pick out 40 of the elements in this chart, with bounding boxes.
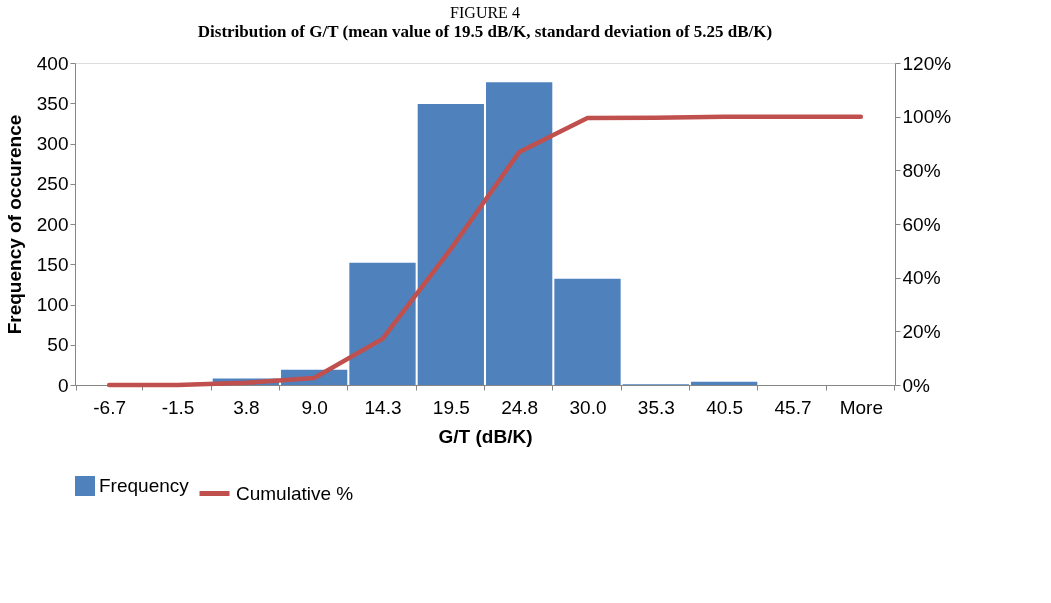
x-axis-title: G/T (dB/K) [438,425,533,447]
y-tick-label: 400 [36,52,69,74]
y2-tick-label: 80% [902,159,941,181]
y2-tick-label: 60% [902,213,941,235]
x-tick-label: 3.8 [233,396,260,418]
y2-tick-label: 100% [902,106,952,128]
y2-tick-label: 20% [902,320,941,342]
line-series [106,114,864,388]
x-tick-label: 40.5 [706,396,744,418]
y-axis-title: Frequency of occurence [3,114,25,335]
bar [554,278,621,385]
y-tick-label: 150 [36,253,69,275]
y-tick-label: 100 [36,294,69,315]
x-tick-label: 35.3 [637,396,675,418]
x-tick-label: 45.7 [774,396,812,418]
y2-tick-label: 40% [902,267,941,289]
legend-label: Cumulative % [236,482,354,504]
x-tick-label: 9.0 [301,396,328,418]
bar [486,82,553,385]
x-tick-label: 24.8 [501,396,539,418]
x-tick-label: -1.5 [161,396,195,418]
y-tick-label: 0 [57,374,69,396]
y2-tick-label: 0% [902,374,931,396]
x-tick-label: More [839,396,883,418]
y-tick-label: 200 [36,213,69,235]
legend-label: Frequency [99,475,190,496]
y-tick-label: 250 [36,173,69,195]
y-tick-label: 50 [47,334,69,356]
y-tick-label: 300 [36,133,69,154]
bar [349,262,416,385]
x-tick-label: -6.7 [93,396,127,418]
y-tick-label: 350 [36,92,69,114]
y2-tick-label: 120% [902,52,952,74]
x-tick-label: 14.3 [364,396,402,418]
chart-subtitle: Distribution of G/T (mean value of 19.5 dB/K, standard deviation of 5.25 dB/K) [197,22,773,41]
bar [691,381,758,385]
x-tick-label: 30.0 [569,396,607,418]
chart-title: FIGURE 4 [450,4,520,21]
bar [417,104,484,385]
x-tick-label: 19.5 [432,396,470,418]
